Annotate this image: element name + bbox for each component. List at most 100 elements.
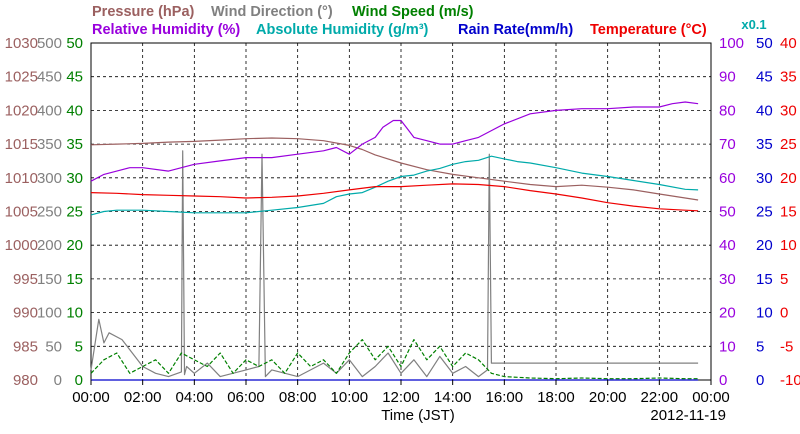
- y-tick-label-temperature: 30: [780, 102, 797, 119]
- y-tick-label-rain-rate: 30: [756, 170, 773, 187]
- y-tick-label-pressure: 985: [13, 338, 38, 355]
- y-tick-label-rain-rate: 20: [756, 237, 773, 254]
- y-tick-label-wind-speed: 25: [66, 204, 83, 221]
- y-tick-label-wind-direction: 150: [37, 271, 62, 288]
- y-tick-label-temperature: 20: [780, 170, 797, 187]
- y-tick-label-relative-humidity: 90: [719, 69, 736, 86]
- x-tick-label: 06:00: [227, 389, 265, 406]
- x-tick-label: 16:00: [486, 389, 524, 406]
- y-tick-label-relative-humidity: 0: [719, 372, 727, 389]
- plot-area: [90, 42, 712, 381]
- legend-item: Rain Rate(mm/h): [458, 22, 573, 38]
- date-label: 2012-11-19: [650, 407, 726, 424]
- series-line-rain-rate-absolute-humidity: [90, 155, 699, 216]
- y-tick-label-wind-direction: 450: [37, 69, 62, 86]
- legend-item: Wind Direction (°): [211, 4, 333, 20]
- y-tick-label-wind-speed: 20: [66, 237, 83, 254]
- y-tick-label-pressure: 1030: [5, 35, 38, 52]
- y-tick-label-pressure: 1015: [5, 136, 38, 153]
- x-tick-label: 00:00: [72, 389, 110, 406]
- legend-item: Wind Speed (m/s): [352, 4, 474, 20]
- y-tick-label-wind-speed: 35: [66, 136, 83, 153]
- y-tick-label-relative-humidity: 30: [719, 271, 736, 288]
- legend-item: Absolute Humidity (g/m³): [256, 22, 429, 38]
- y-tick-label-wind-speed: 50: [66, 35, 83, 52]
- x-tick-label: 08:00: [279, 389, 317, 406]
- x-axis: 00:00 02:00 04:00 06:00 08:00 10:00 12:00 14:00…: [72, 380, 730, 406]
- y-tick-label-temperature: 40: [780, 35, 797, 52]
- x-tick-label: 20:00: [589, 389, 627, 406]
- x-tick-label: 22:00: [641, 389, 679, 406]
- y-tick-label-temperature: 25: [780, 136, 797, 153]
- y-tick-label-wind-direction: 350: [37, 136, 62, 153]
- y-tick-label-rain-rate: 10: [756, 305, 773, 322]
- y-tick-label-temperature: 10: [780, 237, 797, 254]
- y-tick-label-wind-direction: 250: [37, 204, 62, 221]
- y-tick-label-rain-rate: 50: [756, 35, 773, 52]
- x-tick-label: 04:00: [176, 389, 214, 406]
- y-tick-label-rain-rate: 5: [756, 338, 764, 355]
- y-tick-label-wind-speed: 0: [75, 372, 83, 389]
- y-tick-label-pressure: 1020: [5, 102, 38, 119]
- x-tick-label: 02:00: [124, 389, 162, 406]
- x-tick-label: 14:00: [434, 389, 472, 406]
- x-tick-label: 18:00: [537, 389, 575, 406]
- y-tick-label-wind-speed: 40: [66, 102, 83, 119]
- y-tick-label-pressure: 995: [13, 271, 38, 288]
- grid: [91, 43, 711, 380]
- y-tick-label-wind-speed: 45: [66, 69, 83, 86]
- legend-item: Pressure (hPa): [92, 4, 195, 20]
- y-tick-label-relative-humidity: 70: [719, 136, 736, 153]
- y-tick-label-rain-rate: 35: [756, 136, 773, 153]
- y-tick-label-rain-rate: 40: [756, 102, 773, 119]
- y-tick-label-wind-direction: 300: [37, 170, 62, 187]
- y-tick-label-relative-humidity: 20: [719, 305, 736, 322]
- y-tick-label-pressure: 1025: [5, 69, 38, 86]
- y-tick-label-rain-rate: 15: [756, 271, 773, 288]
- x-tick-label: 00:00: [692, 389, 730, 406]
- y-tick-label-pressure: 1010: [5, 170, 38, 187]
- series-line-relative-humidity: [90, 101, 699, 182]
- y-tick-label-wind-direction: 200: [37, 237, 62, 254]
- y-tick-label-temperature: 0: [780, 305, 788, 322]
- y-tick-label-wind-speed: 30: [66, 170, 83, 187]
- x-tick-label: 12:00: [382, 389, 420, 406]
- y-tick-label-wind-direction: 0: [54, 372, 62, 389]
- y-tick-label-rain-rate: 0: [756, 372, 764, 389]
- y-tick-label-pressure: 980: [13, 372, 38, 389]
- y-tick-label-temperature: -5: [780, 338, 793, 355]
- y-tick-label-pressure: 990: [13, 305, 38, 322]
- series-line-pressure: [90, 137, 699, 201]
- y-tick-label-relative-humidity: 60: [719, 170, 736, 187]
- y-tick-label-pressure: 1005: [5, 204, 38, 221]
- series-layer: [90, 101, 699, 381]
- series-line-wind-speed: [90, 339, 699, 380]
- y-tick-label-relative-humidity: 40: [719, 237, 736, 254]
- y-tick-label-wind-direction: 400: [37, 102, 62, 119]
- y-tick-label-wind-speed: 15: [66, 271, 83, 288]
- y-tick-label-relative-humidity: 80: [719, 102, 736, 119]
- right-axes: 1009080706050403020100504540353025201510…: [719, 35, 800, 389]
- legend-item: Temperature (°C): [590, 22, 707, 38]
- legend: Pressure (hPa) Wind Direction (°) Wind Spe…: [92, 4, 707, 38]
- legend-item: Relative Humidity (%): [92, 22, 240, 38]
- y-tick-label-temperature: -10: [780, 372, 800, 389]
- y-tick-label-wind-direction: 500: [37, 35, 62, 52]
- y-tick-label-temperature: 5: [780, 271, 788, 288]
- x-tick-label: 10:00: [331, 389, 369, 406]
- scale-note: x0.1: [741, 17, 766, 32]
- x-axis-title: Time (JST): [381, 407, 455, 424]
- y-tick-label-rain-rate: 25: [756, 204, 773, 221]
- y-tick-label-pressure: 1000: [5, 237, 38, 254]
- y-tick-label-rain-rate: 45: [756, 69, 773, 86]
- y-tick-label-wind-speed: 10: [66, 305, 83, 322]
- y-tick-label-relative-humidity: 10: [719, 338, 736, 355]
- series-line-temperature: [90, 183, 699, 212]
- y-tick-label-wind-speed: 5: [75, 338, 83, 355]
- y-tick-label-wind-direction: 100: [37, 305, 62, 322]
- y-tick-label-wind-direction: 50: [45, 338, 62, 355]
- left-axes: 1030102510201015101010051000995990985980…: [5, 35, 83, 389]
- series-line-wind-direction: [90, 150, 699, 378]
- y-tick-label-temperature: 15: [780, 204, 797, 221]
